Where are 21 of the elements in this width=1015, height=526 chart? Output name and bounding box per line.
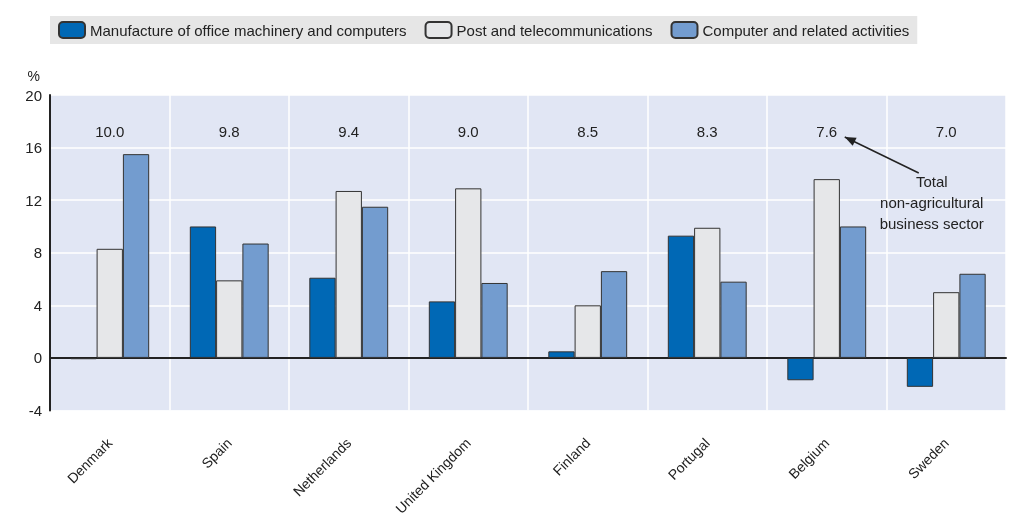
- legend-label: Manufacture of office machinery and computers: [90, 21, 407, 39]
- annotation: 8.5: [577, 122, 599, 140]
- annotation: 10.0: [95, 122, 125, 140]
- annotation: 7.6: [816, 122, 838, 140]
- y-tick-label: 12: [25, 191, 42, 209]
- annotation: 9.0: [457, 122, 479, 140]
- annotation: 9.4: [338, 122, 360, 140]
- y-axis-title: %: [27, 68, 40, 84]
- bar: [906, 357, 934, 387]
- annotation: Total non-agricultural business sector: [879, 173, 984, 232]
- annotation: 8.3: [696, 122, 718, 140]
- annotation: 9.8: [218, 122, 240, 140]
- y-tick-label: -4: [28, 401, 42, 419]
- y-tick-label: 20: [25, 86, 42, 104]
- legend-label: Post and telecommunications: [456, 21, 653, 39]
- y-tick-label: 8: [33, 244, 42, 262]
- y-tick-label: 0: [33, 349, 42, 367]
- y-tick-label: 4: [33, 296, 42, 314]
- annotation: 7.0: [935, 122, 957, 140]
- legend-label: Computer and related activities: [702, 21, 910, 39]
- y-tick-label: 16: [25, 139, 42, 157]
